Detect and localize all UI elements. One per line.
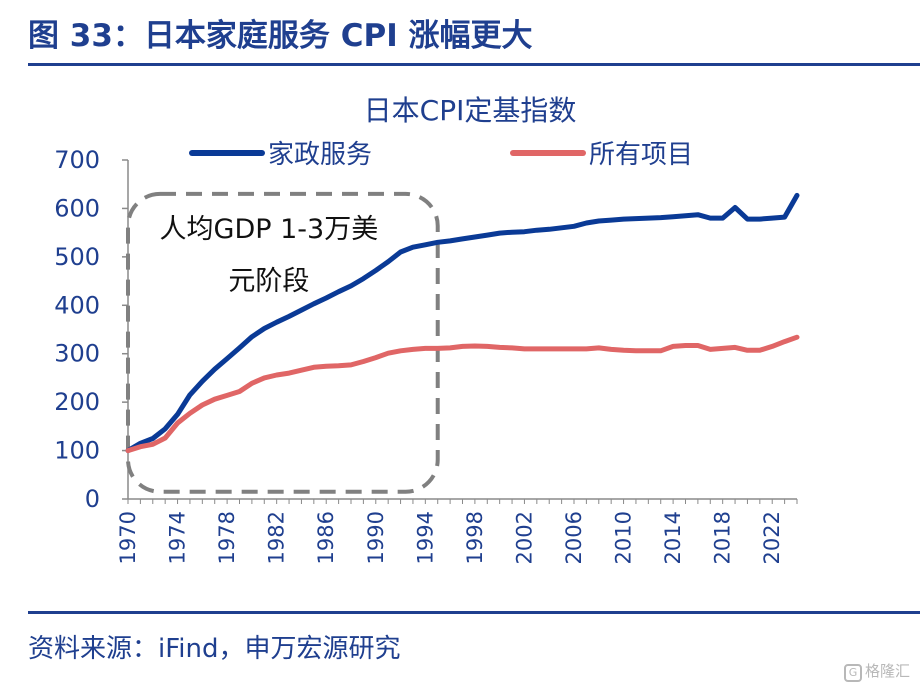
x-tick-label: 1982	[265, 511, 289, 564]
x-tick-label: 1974	[166, 511, 190, 564]
x-tick-label: 2014	[661, 511, 685, 564]
legend-label-2: 所有项目	[589, 140, 693, 170]
y-tick-label: 700	[54, 146, 100, 174]
y-tick-label: 200	[54, 388, 100, 416]
series-line-2	[125, 334, 800, 454]
x-tick-label: 1978	[215, 511, 239, 564]
figure-title: 图 33：日本家庭服务 CPI 涨幅更大	[28, 18, 533, 54]
bottom-divider	[28, 611, 920, 614]
x-tick-label: 2018	[711, 511, 735, 564]
legend: 家政服务 所有项目	[189, 140, 693, 170]
y-tick-label: 600	[54, 194, 100, 222]
annotation-box	[126, 191, 440, 494]
x-tick-label: 2006	[562, 511, 586, 564]
annotation-label: 元阶段	[228, 266, 309, 297]
top-divider	[28, 63, 920, 66]
x-tick-label: 1986	[314, 511, 338, 564]
y-tick-label: 100	[54, 437, 100, 465]
source-note: 资料来源：iFind，申万宏源研究	[28, 634, 401, 664]
x-tick-label: 1994	[413, 511, 437, 564]
x-tick-label: 2010	[612, 511, 636, 564]
annotation-label: 人均GDP 1-3万美	[160, 214, 379, 245]
x-tick-label: 2002	[512, 511, 536, 564]
x-tick-label: 1998	[463, 511, 487, 564]
y-tick-label: 300	[54, 340, 100, 368]
legend-label-1: 家政服务	[268, 140, 372, 170]
x-tick-label: 2022	[760, 511, 784, 564]
axes: 0 100 200 300 400 500 600 700 1970 1974 1978 1982 19…	[54, 146, 798, 564]
series-line-1	[125, 192, 800, 454]
chart-title: 日本CPI定基指数	[364, 94, 577, 127]
series-layer	[125, 192, 800, 454]
watermark: G 格隆汇	[843, 660, 910, 682]
y-tick-label: 500	[54, 243, 100, 271]
y-tick-label: 0	[85, 485, 100, 513]
watermark-text: 格隆汇	[864, 662, 910, 680]
watermark-logo-icon: G	[843, 664, 862, 682]
chart: 日本CPI定基指数 家政服务 所有项目 0 100 200 300 400 500 600 70…	[54, 94, 800, 564]
x-tick-label: 1970	[116, 511, 140, 564]
y-tick-label: 400	[54, 291, 100, 319]
x-tick-label: 1990	[364, 511, 388, 564]
